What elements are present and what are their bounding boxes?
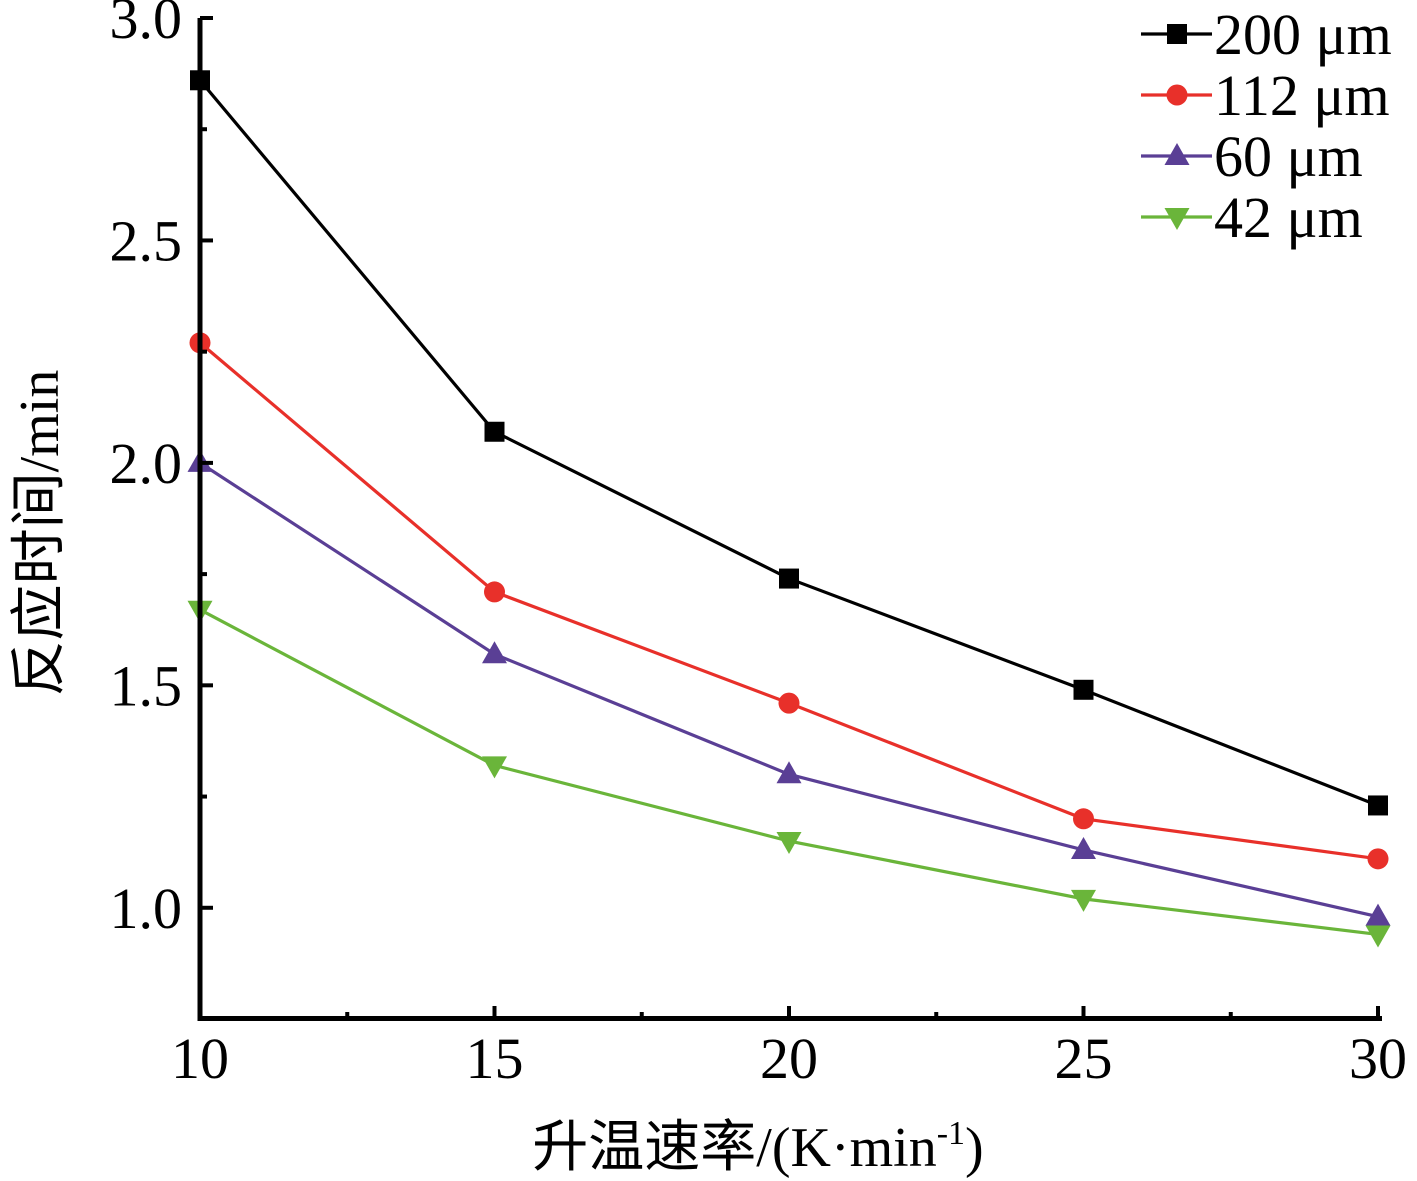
x-axis-title-main: 升温速率/(K·min (532, 1117, 936, 1179)
y-tick-label: 1.5 (110, 653, 183, 718)
data-point (776, 761, 802, 784)
data-point (1071, 836, 1096, 859)
x-tick-label: 25 (1055, 1026, 1113, 1091)
legend-item: 60 μm (1141, 124, 1363, 189)
data-point (776, 832, 802, 855)
x-tick-label: 15 (466, 1026, 524, 1091)
data-point (484, 421, 505, 442)
legend-marker (1167, 24, 1187, 44)
axes (197, 18, 1382, 1021)
data-point (1073, 679, 1094, 700)
data-point (778, 692, 800, 714)
legend-item: 42 μm (1141, 185, 1363, 250)
tick-labels: 1.0 1.5 2.0 2.5 3.0 10 15 20 25 30 (110, 0, 1408, 1091)
data-point (1073, 808, 1094, 830)
legend-marker (1166, 84, 1188, 106)
legend-item: 200 μm (1141, 2, 1392, 67)
data-point (1365, 903, 1391, 926)
x-tick-label: 10 (171, 1026, 229, 1091)
data-point (482, 641, 507, 664)
data-point (1368, 795, 1388, 816)
x-axis-title-suffix: ) (965, 1117, 984, 1179)
data-point (779, 568, 799, 589)
legend-label: 60 μm (1214, 124, 1363, 189)
y-tick-label: 1.0 (110, 876, 183, 941)
data-point (484, 581, 505, 603)
x-axis-title: 升温速率/(K·min-1) (532, 1115, 983, 1179)
ticks (198, 16, 1380, 1021)
x-axis-title-superscript: -1 (937, 1115, 965, 1152)
legend-label: 200 μm (1214, 2, 1392, 67)
data-point (1365, 925, 1391, 948)
x-tick-label: 30 (1349, 1026, 1407, 1091)
y-tick-label: 2.0 (110, 431, 183, 496)
y-tick-label: 3.0 (110, 0, 183, 51)
legend-label: 112 μm (1214, 63, 1390, 128)
legend-marker (1164, 143, 1190, 165)
series-2 (187, 449, 1391, 926)
data-point (482, 756, 507, 779)
series-1 (189, 332, 1389, 870)
series-layer (187, 70, 1391, 948)
y-axis-title: 反应时间/min (9, 370, 71, 697)
x-tick-label: 20 (760, 1026, 818, 1091)
legend-label: 42 μm (1214, 185, 1363, 250)
legend-marker (1164, 208, 1190, 230)
y-tick-label: 2.5 (110, 208, 183, 273)
data-point (1367, 848, 1389, 870)
data-point (1071, 889, 1096, 912)
legend-item: 112 μm (1141, 63, 1390, 128)
